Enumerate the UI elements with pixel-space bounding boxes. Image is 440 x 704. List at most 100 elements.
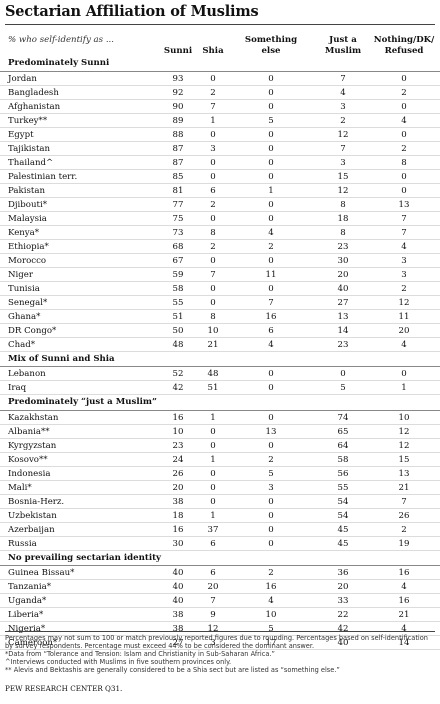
value-cell: 0 [401,369,407,379]
value-cell: 22 [337,610,349,620]
title-rule [5,24,435,25]
table-row: Kosovo** 24 1 2 58 15 [0,453,440,467]
value-cell: 0 [401,129,407,140]
value-cell: 10 [265,610,277,620]
footnote: *Data from “Tolerance and Tension: Islam… [5,650,275,658]
value-cell: 0 [268,101,274,112]
group-heading: Predominately “just a Muslim” [0,395,440,411]
value-cell: 12 [398,297,410,308]
value-cell: 2 [401,524,407,535]
footnote: ^Interviews conducted with Muslims in fi… [5,658,232,666]
value-cell: 0 [268,538,274,549]
table-row: Indonesia 26 0 5 56 13 [0,467,440,481]
value-cell: 0 [210,157,216,168]
value-cell: 4 [401,339,407,350]
column-header-line: Something [244,35,298,45]
value-cell: 0 [210,213,216,224]
value-cell: 12 [337,129,349,140]
value-cell: 0 [401,171,407,182]
country-label: Bangladesh [8,87,59,98]
value-cell: 48 [172,339,184,350]
value-cell: 4 [401,115,407,126]
value-cell: 3 [401,269,407,280]
value-cell: 37 [207,524,219,535]
country-label: Niger [8,269,33,280]
value-cell: 24 [172,454,184,465]
value-cell: 0 [210,129,216,140]
table-row: Nigeria* 38 12 5 42 4 [0,622,440,636]
country-label: Djibouti* [8,199,48,210]
value-cell: 48 [207,369,219,379]
value-cell: 4 [340,87,346,98]
value-cell: 2 [268,568,274,578]
country-label: Afghanistan [8,101,61,112]
value-cell: 30 [172,538,184,549]
value-cell: 18 [172,510,184,521]
value-cell: 2 [268,241,274,252]
value-cell: 3 [401,255,407,266]
value-cell: 3 [210,638,216,648]
column-header-line: Sunni [163,46,193,56]
table-row: DR Congo* 50 10 6 14 20 [0,324,440,338]
value-cell: 19 [398,538,410,549]
value-cell: 2 [268,454,274,465]
value-cell: 0 [268,255,274,266]
country-label: Kyrgyzstan [8,440,57,451]
value-cell: 1 [210,510,216,521]
value-cell: 21 [398,482,410,493]
column-header-line: else [261,45,281,56]
value-cell: 4 [268,339,274,350]
value-cell: 1 [210,115,216,126]
country-label: Russia [8,538,37,549]
value-cell: 42 [172,383,184,393]
value-cell: 89 [172,115,184,126]
table-row: Senegal* 55 0 7 27 12 [0,296,440,310]
table-row: Tunisia 58 0 0 40 2 [0,282,440,296]
value-cell: 20 [337,269,349,280]
value-cell: 26 [398,510,410,521]
value-cell: 6 [210,185,216,196]
table-row: Chad* 48 21 4 23 4 [0,338,440,352]
value-cell: 75 [172,213,184,224]
country-label: Ghana* [8,311,41,322]
source-line: PEW RESEARCH CENTER Q31. [5,684,123,693]
value-cell: 11 [398,311,410,322]
value-cell: 16 [172,524,184,535]
country-label: Tajikistan [8,143,51,154]
country-label: Morocco [8,255,47,266]
value-cell: 21 [207,339,219,350]
value-cell: 7 [210,101,216,112]
value-cell: 15 [398,454,410,465]
value-cell: 0 [268,199,274,210]
column-header-1: Shia [173,46,253,57]
table-row: Guinea Bissau* 40 6 2 36 16 [0,566,440,580]
table-row: Liberia* 38 9 10 22 21 [0,608,440,622]
value-cell: 38 [172,610,184,620]
value-cell: 2 [340,115,346,126]
value-cell: 0 [268,87,274,98]
group-heading-label: No prevailing sectarian identity [8,552,162,563]
value-cell: 40 [172,582,184,592]
country-label: Mali* [8,482,32,493]
table-row: Palestinian terr. 85 0 0 15 0 [0,170,440,184]
value-cell: 0 [268,524,274,535]
value-cell: 0 [268,412,274,423]
value-cell: 3 [268,482,274,493]
country-label: Nigeria* [8,624,46,634]
value-cell: 0 [268,440,274,451]
country-label: Palestinian terr. [8,171,78,182]
value-cell: 55 [172,297,184,308]
value-cell: 0 [210,496,216,507]
table-row: Egypt 88 0 0 12 0 [0,128,440,142]
value-cell: 0 [210,283,216,294]
footnote: ** Alevis and Bektashis are generally co… [5,666,340,674]
value-cell: 20 [337,582,349,592]
country-label: Guinea Bissau* [8,568,75,578]
country-label: Pakistan [8,185,45,196]
value-cell: 0 [210,468,216,479]
value-cell: 12 [398,426,410,437]
value-cell: 40 [172,596,184,606]
value-cell: 10 [172,426,184,437]
value-cell: 8 [401,157,407,168]
country-label: Tanzania* [8,582,52,592]
